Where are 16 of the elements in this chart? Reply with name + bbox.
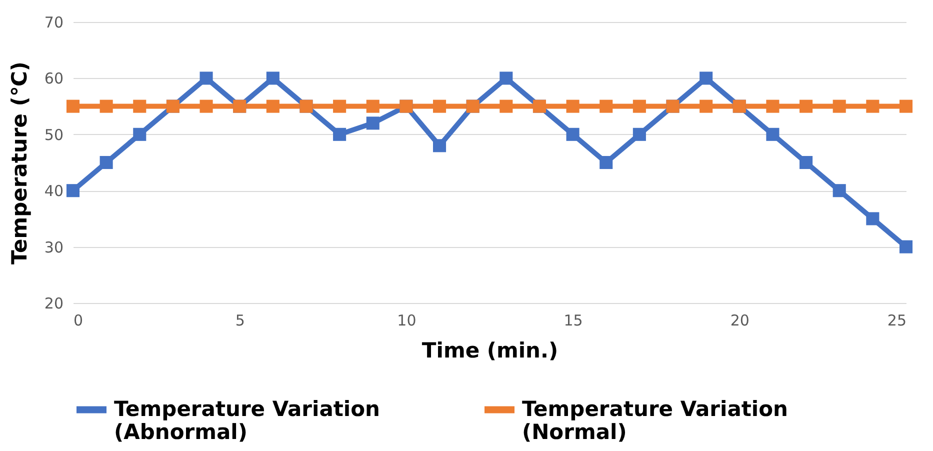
legend-label: Temperature Variation (Abnormal) bbox=[114, 396, 380, 444]
y-axis-title: Temperature (℃) bbox=[7, 62, 32, 264]
y-tick-label: 60 bbox=[44, 70, 64, 88]
y-tick-label: 30 bbox=[44, 238, 64, 256]
y-tick-label: 20 bbox=[44, 294, 64, 312]
x-tick-label: 0 bbox=[74, 312, 84, 330]
x-tick-label: 10 bbox=[397, 312, 416, 330]
y-tick-label: 70 bbox=[44, 14, 64, 32]
x-axis-title: Time (min.) bbox=[422, 338, 558, 362]
x-tick-label: 25 bbox=[887, 312, 906, 330]
legend-label: Temperature Variation (Normal) bbox=[522, 396, 788, 444]
y-tick-label: 40 bbox=[44, 182, 64, 200]
x-tick-label: 5 bbox=[235, 312, 245, 330]
x-tick-label: 15 bbox=[564, 312, 583, 330]
x-tick-label: 20 bbox=[730, 312, 750, 330]
y-tick-label: 50 bbox=[44, 126, 64, 144]
